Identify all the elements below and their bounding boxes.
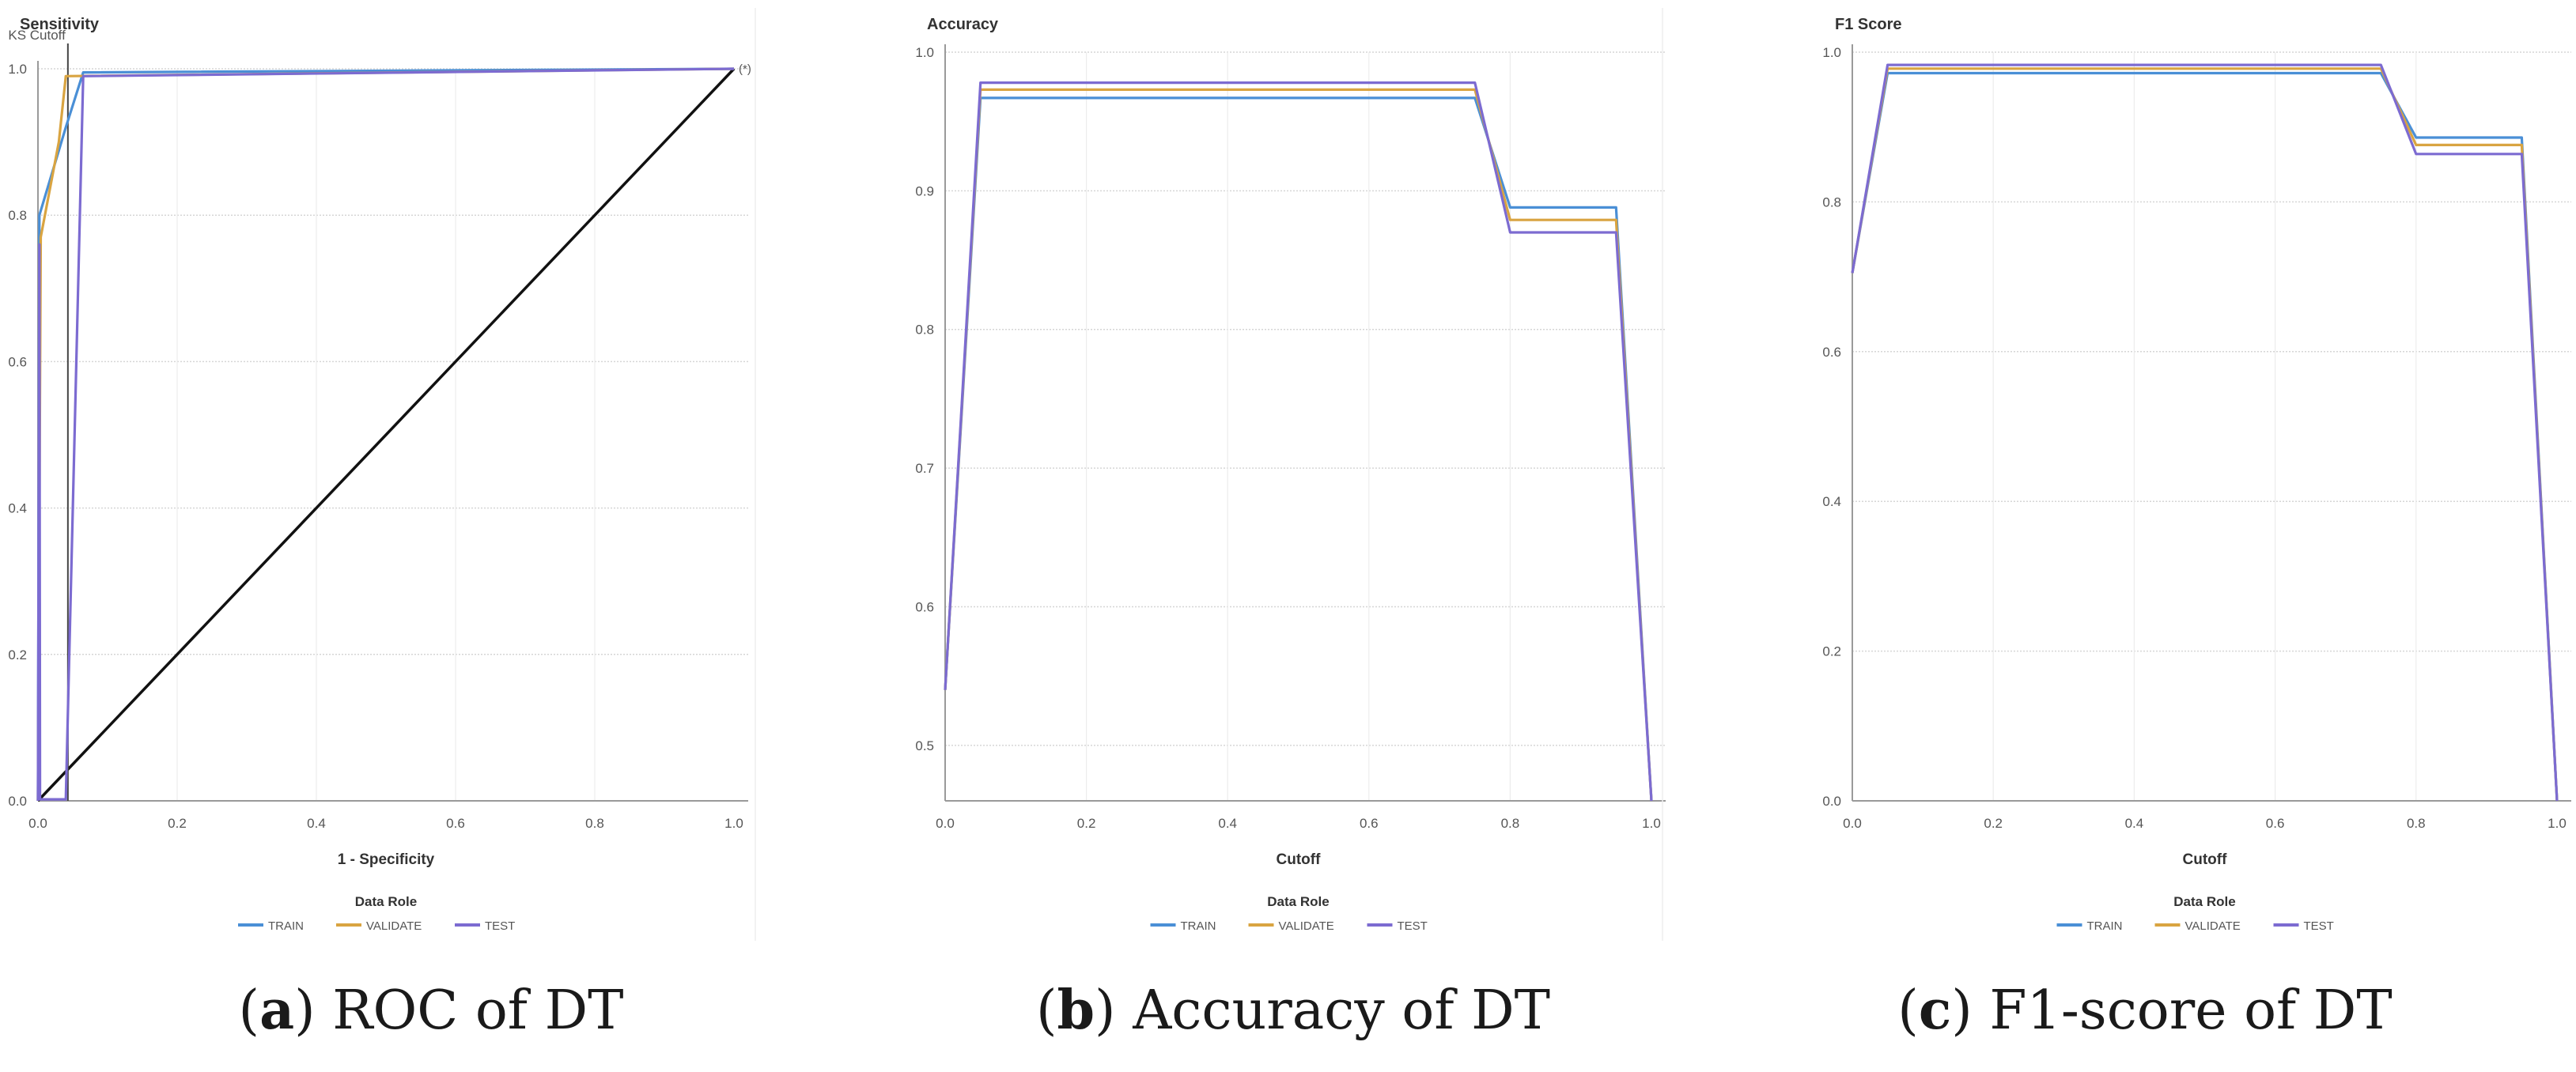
legend-label-train: TRAIN: [268, 919, 304, 933]
series-line-train: [1851, 71, 2559, 802]
x-tick-label: 0.4: [2125, 816, 2144, 831]
legend-label-validate: VALIDATE: [1279, 919, 1334, 933]
f1-panel: F1 Score 0.0 0.2 0.4 0.6 0.8 1.0 0.0 0.2 0.4 0.6 0.…: [1822, 16, 2571, 933]
legend-label-validate: VALIDATE: [366, 919, 422, 933]
y-tick-label: 0.2: [1822, 644, 1841, 659]
series-line-test: [36, 67, 735, 802]
legend-title: Data Role: [2173, 894, 2235, 909]
legend-label-test: TEST: [2304, 919, 2334, 933]
caption-b: (b) Accuracy of DT: [1035, 979, 1551, 1042]
x-tick-label: 0.2: [1984, 816, 2003, 831]
y-tick-label: 0.0: [1822, 794, 1841, 809]
y-tick-label: 0.6: [915, 599, 934, 614]
legend-label-train: TRAIN: [1181, 919, 1216, 933]
y-tick-label: 0.9: [915, 183, 934, 198]
y-tick-label: 0.8: [915, 323, 934, 338]
series-line-train: [944, 96, 1653, 802]
x-tick-label: 0.4: [1218, 816, 1237, 831]
y-tick-label: 0.6: [1822, 345, 1841, 360]
caption-text: F1-score of DT: [1972, 980, 2393, 1042]
caption-a: (a) ROC of DT: [238, 979, 624, 1042]
y-tick-label: 0.5: [915, 738, 934, 753]
x-tick-label: 0.2: [168, 816, 187, 831]
y-tick-label: 0.4: [1822, 494, 1841, 509]
figure: Sensitivity 0.0 0.2 0.4 0.6 0.8 1.0 0.0 0.2 0.4 0.…: [8, 8, 2571, 941]
caption-text: ROC of DT: [315, 980, 624, 1042]
x-tick-label: 0.4: [307, 816, 326, 831]
legend-label-validate: VALIDATE: [2185, 919, 2241, 933]
caption-letter: c: [1918, 979, 1952, 1042]
x-tick-label: 0.0: [1843, 816, 1862, 831]
accuracy-panel: Accuracy 0.5 0.6 0.7 0.8 0.9 1.0 0.0 0.2 0.4 0.6 0.…: [915, 8, 1666, 941]
legend-title: Data Role: [355, 894, 417, 909]
x-tick-label: 0.2: [1077, 816, 1096, 831]
x-tick-label: 0.6: [1360, 816, 1379, 831]
x-tick-label: 0.0: [936, 816, 955, 831]
x-tick-label: 0.8: [1501, 816, 1520, 831]
series-line-validate: [1851, 67, 2559, 802]
series-line-validate: [944, 88, 1653, 802]
x-axis-label: Cutoff: [1277, 851, 1322, 868]
legend-label-test: TEST: [1398, 919, 1428, 933]
y-tick-label: 0.6: [8, 354, 27, 369]
legend-label-test: TEST: [485, 919, 515, 933]
series-line-test: [944, 81, 1653, 802]
x-tick-label: 0.6: [2266, 816, 2285, 831]
chart-title: Sensitivity: [20, 16, 100, 33]
caption-letter: b: [1057, 979, 1095, 1042]
diagonal-reference-line: [36, 67, 736, 802]
chart-title: Accuracy: [927, 16, 999, 33]
caption-text: Accuracy of DT: [1115, 980, 1551, 1042]
x-tick-label: 1.0: [1642, 816, 1661, 831]
y-tick-label: 0.8: [1822, 194, 1841, 209]
legend-title: Data Role: [1267, 894, 1329, 909]
corner-label: (*): [739, 62, 751, 76]
y-tick-label: 0.8: [8, 208, 27, 223]
x-axis-label: 1 - Specificity: [338, 851, 435, 868]
y-tick-label: 1.0: [1822, 45, 1841, 60]
legend-label-train: TRAIN: [2087, 919, 2123, 933]
y-tick-label: 0.4: [8, 501, 27, 516]
y-tick-label: 0.7: [915, 461, 934, 476]
y-tick-label: 0.0: [8, 794, 27, 809]
x-tick-label: 0.8: [585, 816, 604, 831]
x-tick-label: 1.0: [724, 816, 743, 831]
series-line-test: [1851, 63, 2559, 802]
x-tick-label: 0.8: [2407, 816, 2426, 831]
x-tick-label: 0.0: [28, 816, 47, 831]
roc-panel: Sensitivity 0.0 0.2 0.4 0.6 0.8 1.0 0.0 0.2 0.4 0.…: [8, 8, 756, 941]
y-tick-label: 1.0: [8, 62, 27, 77]
x-tick-label: 0.6: [446, 816, 465, 831]
x-tick-label: 1.0: [2548, 816, 2567, 831]
y-tick-label: 0.2: [8, 647, 27, 662]
y-tick-label: 1.0: [915, 45, 934, 60]
caption-c: (c) F1-score of DT: [1897, 979, 2393, 1042]
chart-title: F1 Score: [1835, 16, 1901, 33]
caption-letter: a: [259, 979, 295, 1042]
x-axis-label: Cutoff: [2183, 851, 2228, 868]
ks-cutoff-label: KS Cutoff: [8, 28, 66, 43]
